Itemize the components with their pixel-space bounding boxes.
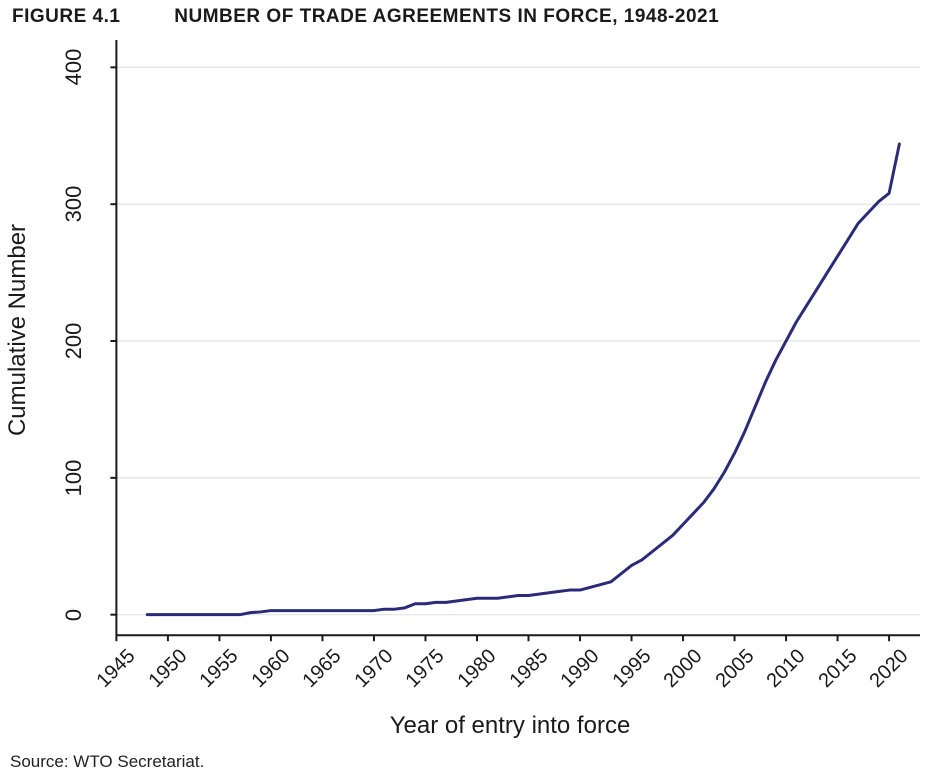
source-citation: Source: WTO Secretariat. (10, 752, 204, 772)
plot-area (100, 40, 920, 680)
x-axis-label: Year of entry into force (390, 712, 631, 740)
y-tick-label: 100 (60, 448, 88, 508)
y-tick-label: 400 (60, 37, 88, 97)
figure-label: FIGURE 4.1 (12, 6, 120, 28)
figure-title: FIGURE 4.1 NUMBER OF TRADE AGREEMENTS IN… (12, 6, 719, 28)
y-tick-label: 300 (60, 174, 88, 234)
chart-svg (100, 40, 920, 680)
y-tick-label: 200 (60, 311, 88, 371)
y-axis-label: Cumulative Number (4, 224, 32, 436)
figure-title-text: NUMBER OF TRADE AGREEMENTS IN FORCE, 194… (174, 6, 719, 27)
figure-container: FIGURE 4.1 NUMBER OF TRADE AGREEMENTS IN… (0, 0, 936, 776)
y-tick-label: 0 (60, 585, 88, 645)
